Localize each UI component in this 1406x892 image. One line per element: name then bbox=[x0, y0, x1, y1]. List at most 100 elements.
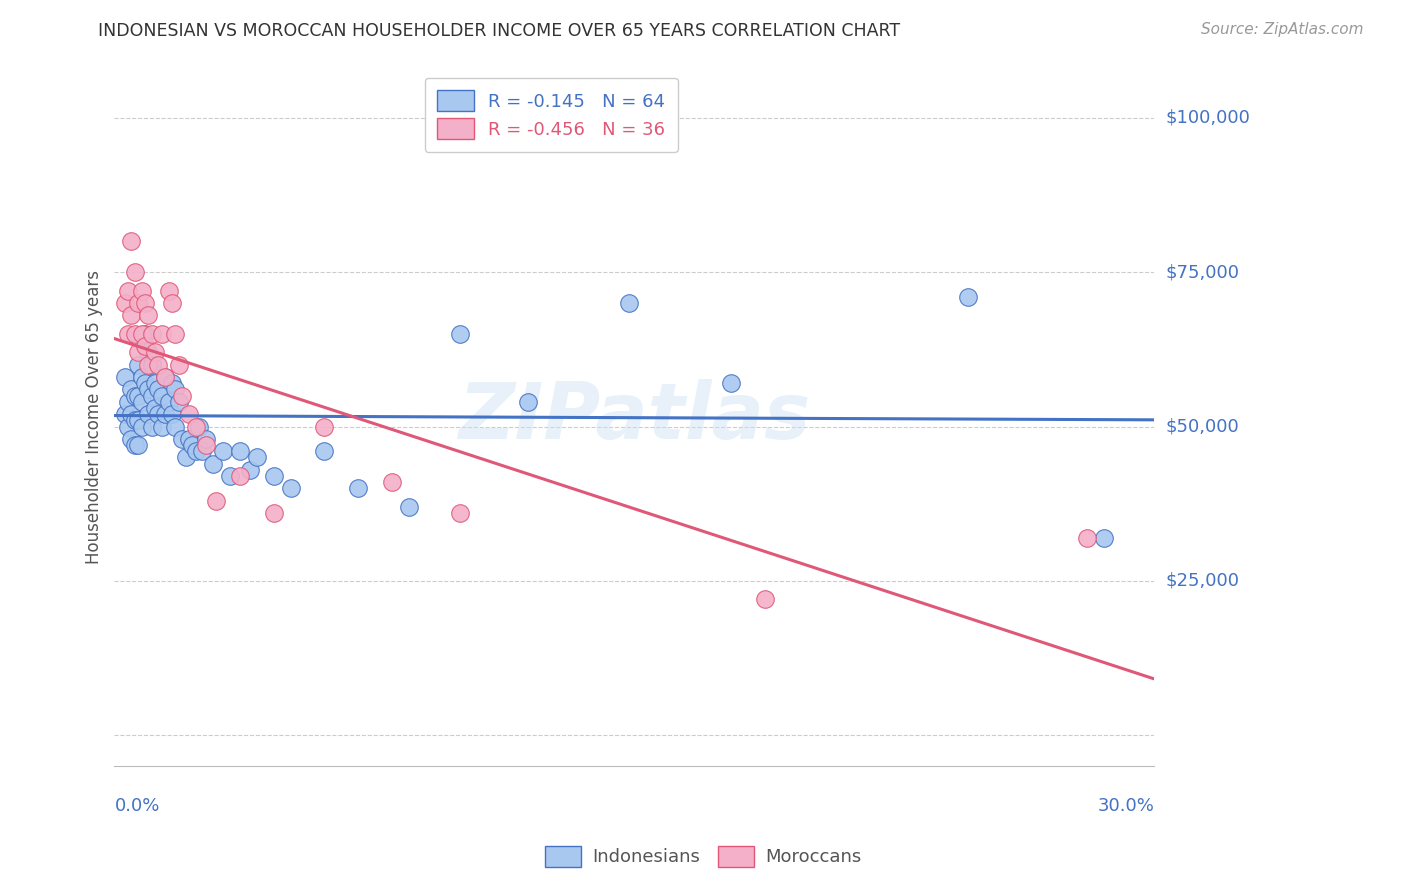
Point bbox=[449, 326, 471, 341]
Point bbox=[172, 432, 194, 446]
Point bbox=[120, 432, 142, 446]
Point bbox=[263, 469, 285, 483]
Point bbox=[167, 358, 190, 372]
Point bbox=[398, 500, 420, 514]
Point bbox=[136, 345, 159, 359]
Point bbox=[160, 296, 183, 310]
Point bbox=[148, 358, 170, 372]
Point bbox=[177, 407, 200, 421]
Text: $50,000: $50,000 bbox=[1166, 417, 1239, 435]
Point bbox=[148, 407, 170, 421]
Point bbox=[381, 475, 404, 489]
Point bbox=[150, 389, 173, 403]
Point bbox=[174, 450, 197, 465]
Text: $25,000: $25,000 bbox=[1166, 572, 1240, 590]
Point bbox=[347, 481, 370, 495]
Text: $100,000: $100,000 bbox=[1166, 109, 1250, 127]
Point bbox=[124, 389, 146, 403]
Point bbox=[117, 284, 139, 298]
Point bbox=[136, 383, 159, 397]
Point bbox=[155, 370, 177, 384]
Point bbox=[134, 296, 156, 310]
Point bbox=[148, 383, 170, 397]
Y-axis label: Householder Income Over 65 years: Householder Income Over 65 years bbox=[86, 270, 103, 565]
Point bbox=[114, 407, 136, 421]
Point bbox=[155, 370, 177, 384]
Point bbox=[218, 469, 240, 483]
Point bbox=[131, 394, 153, 409]
Point bbox=[117, 394, 139, 409]
Point bbox=[127, 438, 149, 452]
Point bbox=[150, 326, 173, 341]
Point bbox=[120, 383, 142, 397]
Point bbox=[127, 296, 149, 310]
Point bbox=[246, 450, 269, 465]
Legend: Indonesians, Moroccans: Indonesians, Moroccans bbox=[537, 838, 869, 874]
Point bbox=[229, 469, 252, 483]
Text: $75,000: $75,000 bbox=[1166, 263, 1240, 281]
Point bbox=[150, 419, 173, 434]
Point bbox=[120, 235, 142, 249]
Point bbox=[263, 506, 285, 520]
Point bbox=[201, 457, 224, 471]
Point bbox=[165, 419, 187, 434]
Point bbox=[516, 394, 538, 409]
Point bbox=[957, 290, 980, 304]
Text: ZIPatlas: ZIPatlas bbox=[458, 379, 810, 455]
Point bbox=[160, 407, 183, 421]
Point bbox=[172, 389, 194, 403]
Point bbox=[280, 481, 302, 495]
Point bbox=[117, 326, 139, 341]
Point bbox=[188, 419, 211, 434]
Point bbox=[141, 389, 163, 403]
Point bbox=[134, 326, 156, 341]
Point bbox=[177, 432, 200, 446]
Point bbox=[114, 296, 136, 310]
Point bbox=[127, 389, 149, 403]
Point bbox=[136, 407, 159, 421]
Point bbox=[141, 358, 163, 372]
Point bbox=[131, 284, 153, 298]
Point bbox=[141, 326, 163, 341]
Point bbox=[127, 345, 149, 359]
Point bbox=[124, 265, 146, 279]
Point bbox=[124, 438, 146, 452]
Point bbox=[131, 419, 153, 434]
Point bbox=[124, 326, 146, 341]
Text: Source: ZipAtlas.com: Source: ZipAtlas.com bbox=[1201, 22, 1364, 37]
Point bbox=[229, 444, 252, 458]
Point bbox=[124, 413, 146, 427]
Point bbox=[194, 432, 217, 446]
Point bbox=[239, 463, 262, 477]
Point bbox=[160, 376, 183, 391]
Point bbox=[314, 419, 336, 434]
Point bbox=[136, 358, 159, 372]
Point bbox=[167, 394, 190, 409]
Point bbox=[134, 376, 156, 391]
Point bbox=[157, 284, 180, 298]
Point bbox=[449, 506, 471, 520]
Point bbox=[155, 407, 177, 421]
Text: INDONESIAN VS MOROCCAN HOUSEHOLDER INCOME OVER 65 YEARS CORRELATION CHART: INDONESIAN VS MOROCCAN HOUSEHOLDER INCOM… bbox=[98, 22, 901, 40]
Point bbox=[131, 326, 153, 341]
Text: 30.0%: 30.0% bbox=[1098, 797, 1154, 814]
Point bbox=[136, 309, 159, 323]
Point bbox=[117, 419, 139, 434]
Point bbox=[143, 401, 166, 415]
Point bbox=[134, 339, 156, 353]
Point bbox=[619, 296, 641, 310]
Point bbox=[184, 419, 207, 434]
Point bbox=[205, 493, 228, 508]
Point bbox=[120, 407, 142, 421]
Point bbox=[720, 376, 742, 391]
Point bbox=[314, 444, 336, 458]
Point bbox=[120, 309, 142, 323]
Point bbox=[157, 394, 180, 409]
Point bbox=[114, 370, 136, 384]
Text: 0.0%: 0.0% bbox=[114, 797, 160, 814]
Point bbox=[141, 419, 163, 434]
Point bbox=[1076, 531, 1098, 545]
Point bbox=[165, 383, 187, 397]
Point bbox=[143, 345, 166, 359]
Point bbox=[184, 444, 207, 458]
